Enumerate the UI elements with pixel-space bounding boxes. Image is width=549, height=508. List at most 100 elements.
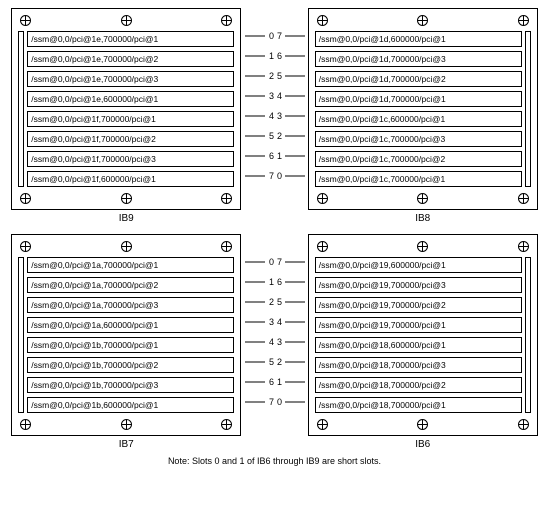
slot: /ssm@0,0/pci@1a,700000/pci@3	[27, 297, 234, 313]
slot: /ssm@0,0/pci@1f,700000/pci@3	[27, 151, 234, 167]
slot: /ssm@0,0/pci@1c,700000/pci@1	[315, 171, 522, 187]
rail	[18, 31, 24, 187]
screw-icon	[221, 419, 232, 430]
svg-text:0: 0	[269, 31, 274, 41]
svg-text:0: 0	[277, 397, 282, 407]
svg-text:0: 0	[269, 257, 274, 267]
slots-ib8: /ssm@0,0/pci@1d,600000/pci@1 /ssm@0,0/pc…	[315, 29, 522, 189]
slots-area: /ssm@0,0/pci@19,600000/pci@1 /ssm@0,0/pc…	[313, 253, 533, 417]
svg-text:3: 3	[269, 317, 274, 327]
slot: /ssm@0,0/pci@1f,600000/pci@1	[27, 171, 234, 187]
svg-text:4: 4	[277, 91, 282, 101]
top-row: /ssm@0,0/pci@1e,700000/pci@1 /ssm@0,0/pc…	[8, 8, 541, 224]
slot: /ssm@0,0/pci@1e,700000/pci@2	[27, 51, 234, 67]
svg-text:2: 2	[269, 71, 274, 81]
bottom-row: /ssm@0,0/pci@1a,700000/pci@1 /ssm@0,0/pc…	[8, 234, 541, 450]
screw-icon	[317, 15, 328, 26]
screw-row-top	[16, 239, 236, 253]
slot: /ssm@0,0/pci@19,600000/pci@1	[315, 257, 522, 273]
svg-text:6: 6	[269, 377, 274, 387]
svg-text:1: 1	[277, 151, 282, 161]
screw-icon	[417, 15, 428, 26]
svg-text:4: 4	[277, 317, 282, 327]
slot: /ssm@0,0/pci@1e,700000/pci@1	[27, 31, 234, 47]
svg-text:7: 7	[269, 397, 274, 407]
screw-row-bottom	[16, 417, 236, 431]
slot: /ssm@0,0/pci@1b,700000/pci@2	[27, 357, 234, 373]
slots-area: /ssm@0,0/pci@1e,700000/pci@1 /ssm@0,0/pc…	[16, 27, 236, 191]
screw-row-bottom	[313, 191, 533, 205]
connector-svg: 0716253443526170	[245, 234, 305, 434]
board-ib7-wrap: /ssm@0,0/pci@1a,700000/pci@1 /ssm@0,0/pc…	[8, 234, 245, 450]
connector-col-bottom: 0716253443526170	[245, 234, 305, 450]
slot: /ssm@0,0/pci@1a,700000/pci@1	[27, 257, 234, 273]
screw-icon	[417, 241, 428, 252]
board-ib9: /ssm@0,0/pci@1e,700000/pci@1 /ssm@0,0/pc…	[11, 8, 241, 210]
slot: /ssm@0,0/pci@1f,700000/pci@2	[27, 131, 234, 147]
svg-text:7: 7	[269, 171, 274, 181]
screw-icon	[221, 241, 232, 252]
slot: /ssm@0,0/pci@19,700000/pci@3	[315, 277, 522, 293]
screw-icon	[121, 15, 132, 26]
slot: /ssm@0,0/pci@1d,700000/pci@1	[315, 91, 522, 107]
screw-icon	[417, 193, 428, 204]
slot: /ssm@0,0/pci@1e,600000/pci@1	[27, 91, 234, 107]
screw-icon	[317, 193, 328, 204]
slots-area: /ssm@0,0/pci@1a,700000/pci@1 /ssm@0,0/pc…	[16, 253, 236, 417]
rail	[18, 257, 24, 413]
svg-text:6: 6	[269, 151, 274, 161]
screw-icon	[221, 193, 232, 204]
svg-text:2: 2	[269, 297, 274, 307]
svg-text:4: 4	[269, 337, 274, 347]
screw-row-top	[313, 239, 533, 253]
slot: /ssm@0,0/pci@1b,600000/pci@1	[27, 397, 234, 413]
screw-row-top	[313, 13, 533, 27]
screw-icon	[518, 193, 529, 204]
svg-text:7: 7	[277, 257, 282, 267]
screw-icon	[317, 419, 328, 430]
slot: /ssm@0,0/pci@1e,700000/pci@3	[27, 71, 234, 87]
board-label-ib7: IB7	[119, 439, 134, 450]
svg-text:2: 2	[277, 131, 282, 141]
svg-text:1: 1	[269, 277, 274, 287]
slot: /ssm@0,0/pci@18,700000/pci@1	[315, 397, 522, 413]
connector-svg: 0716253443526170	[245, 8, 305, 208]
svg-text:6: 6	[277, 277, 282, 287]
svg-text:6: 6	[277, 51, 282, 61]
screw-icon	[121, 193, 132, 204]
svg-text:3: 3	[277, 111, 282, 121]
screw-row-bottom	[313, 417, 533, 431]
screw-icon	[317, 241, 328, 252]
svg-text:7: 7	[277, 31, 282, 41]
screw-row-bottom	[16, 191, 236, 205]
slot: /ssm@0,0/pci@1a,700000/pci@2	[27, 277, 234, 293]
connector-col-top: 0716253443526170	[245, 8, 305, 224]
screw-row-top	[16, 13, 236, 27]
slots-ib7: /ssm@0,0/pci@1a,700000/pci@1 /ssm@0,0/pc…	[27, 255, 234, 415]
slot: /ssm@0,0/pci@19,700000/pci@1	[315, 317, 522, 333]
svg-text:1: 1	[277, 377, 282, 387]
slot: /ssm@0,0/pci@18,600000/pci@1	[315, 337, 522, 353]
svg-text:5: 5	[277, 297, 282, 307]
screw-icon	[417, 419, 428, 430]
board-ib9-wrap: /ssm@0,0/pci@1e,700000/pci@1 /ssm@0,0/pc…	[8, 8, 245, 224]
screw-icon	[20, 419, 31, 430]
board-ib6-wrap: /ssm@0,0/pci@19,600000/pci@1 /ssm@0,0/pc…	[305, 234, 542, 450]
svg-text:5: 5	[269, 131, 274, 141]
svg-text:3: 3	[269, 91, 274, 101]
slot: /ssm@0,0/pci@1f,700000/pci@1	[27, 111, 234, 127]
board-label-ib8: IB8	[415, 213, 430, 224]
board-label-ib9: IB9	[119, 213, 134, 224]
slots-area: /ssm@0,0/pci@1d,600000/pci@1 /ssm@0,0/pc…	[313, 27, 533, 191]
board-ib6: /ssm@0,0/pci@19,600000/pci@1 /ssm@0,0/pc…	[308, 234, 538, 436]
footnote: Note: Slots 0 and 1 of IB6 through IB9 a…	[8, 456, 541, 466]
screw-icon	[518, 419, 529, 430]
screw-icon	[121, 241, 132, 252]
slots-ib6: /ssm@0,0/pci@19,600000/pci@1 /ssm@0,0/pc…	[315, 255, 522, 415]
slot: /ssm@0,0/pci@1c,700000/pci@2	[315, 151, 522, 167]
board-label-ib6: IB6	[415, 439, 430, 450]
rail	[525, 31, 531, 187]
slot: /ssm@0,0/pci@1a,600000/pci@1	[27, 317, 234, 333]
svg-text:2: 2	[277, 357, 282, 367]
screw-icon	[121, 419, 132, 430]
